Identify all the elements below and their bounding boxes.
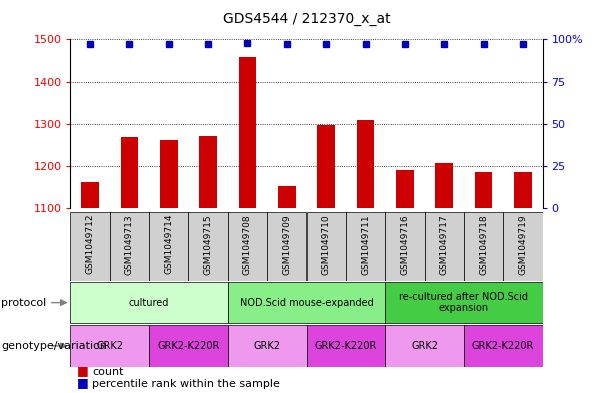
Text: GDS4544 / 212370_x_at: GDS4544 / 212370_x_at: [223, 12, 390, 26]
Text: count: count: [92, 367, 123, 377]
Text: GSM1049717: GSM1049717: [440, 214, 449, 275]
Bar: [396, 170, 414, 208]
Bar: [346, 212, 385, 281]
Text: protocol: protocol: [1, 298, 47, 308]
Bar: [474, 173, 492, 208]
Bar: [514, 173, 531, 208]
Text: GSM1049708: GSM1049708: [243, 214, 252, 275]
Bar: [199, 136, 217, 208]
Bar: [160, 140, 178, 208]
Text: NOD.Scid mouse-expanded: NOD.Scid mouse-expanded: [240, 298, 373, 308]
Bar: [189, 212, 228, 281]
Bar: [228, 325, 306, 367]
Text: GRK2-K220R: GRK2-K220R: [314, 341, 377, 351]
Bar: [357, 120, 375, 208]
Bar: [464, 212, 503, 281]
Bar: [424, 212, 464, 281]
Bar: [228, 212, 267, 281]
Text: percentile rank within the sample: percentile rank within the sample: [92, 379, 280, 389]
Bar: [278, 186, 295, 208]
Text: ■: ■: [77, 376, 88, 389]
Text: GRK2-K220R: GRK2-K220R: [472, 341, 535, 351]
Text: GSM1049715: GSM1049715: [204, 214, 213, 275]
Text: GSM1049710: GSM1049710: [322, 214, 330, 275]
Text: GSM1049714: GSM1049714: [164, 214, 173, 274]
Bar: [385, 325, 464, 367]
Text: GSM1049718: GSM1049718: [479, 214, 488, 275]
Bar: [238, 57, 256, 208]
Bar: [306, 325, 385, 367]
Text: GSM1049716: GSM1049716: [400, 214, 409, 275]
Text: GRK2-K220R: GRK2-K220R: [158, 341, 219, 351]
Bar: [435, 163, 453, 208]
Text: genotype/variation: genotype/variation: [1, 341, 107, 351]
Text: GSM1049711: GSM1049711: [361, 214, 370, 275]
Text: GRK2: GRK2: [254, 341, 281, 351]
Bar: [503, 212, 543, 281]
Bar: [82, 182, 99, 208]
Text: ■: ■: [77, 364, 88, 377]
Bar: [464, 325, 543, 367]
Text: GSM1049719: GSM1049719: [519, 214, 527, 275]
Text: GSM1049709: GSM1049709: [283, 214, 291, 275]
Text: GSM1049712: GSM1049712: [86, 214, 94, 274]
Bar: [70, 282, 228, 323]
Bar: [110, 212, 149, 281]
Bar: [385, 282, 543, 323]
Bar: [267, 212, 306, 281]
Bar: [385, 212, 424, 281]
Bar: [70, 212, 110, 281]
Bar: [228, 282, 385, 323]
Bar: [306, 212, 346, 281]
Text: GRK2: GRK2: [411, 341, 438, 351]
Text: cultured: cultured: [129, 298, 169, 308]
Bar: [121, 137, 139, 208]
Bar: [70, 325, 149, 367]
Text: re-cultured after NOD.Scid
expansion: re-cultured after NOD.Scid expansion: [399, 292, 528, 313]
Text: GRK2: GRK2: [96, 341, 123, 351]
Bar: [149, 212, 189, 281]
Bar: [318, 125, 335, 208]
Bar: [149, 325, 228, 367]
Text: GSM1049713: GSM1049713: [125, 214, 134, 275]
